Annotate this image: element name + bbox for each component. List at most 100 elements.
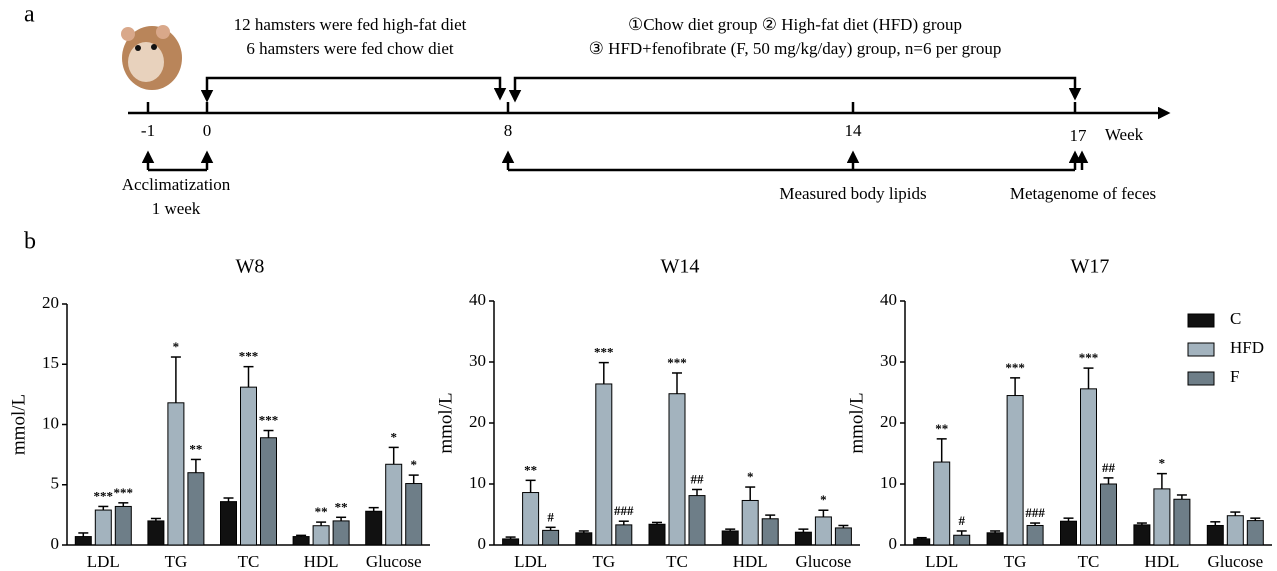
y-tick-label: 0 — [889, 534, 898, 553]
significance: *** — [94, 488, 114, 503]
bar — [386, 464, 402, 545]
bar — [1027, 525, 1043, 545]
bar — [523, 493, 539, 545]
legend-swatch — [1188, 343, 1214, 356]
significance: * — [410, 457, 417, 472]
significance: *** — [594, 345, 614, 360]
significance: * — [747, 469, 754, 484]
bar — [293, 537, 309, 545]
y-tick-label: 30 — [469, 351, 486, 370]
panel-label: b — [24, 229, 36, 255]
bar — [115, 506, 131, 545]
note: 1 week — [152, 199, 201, 218]
bar — [954, 535, 970, 545]
bar — [366, 511, 382, 545]
chart-title: W14 — [661, 256, 700, 278]
bar — [1247, 521, 1263, 545]
significance: * — [1159, 456, 1166, 471]
significance: *** — [114, 485, 134, 500]
significance: ** — [315, 504, 328, 519]
bar — [241, 387, 257, 545]
bar — [762, 519, 778, 545]
bar — [1227, 516, 1243, 545]
bar — [576, 533, 592, 545]
page: {"panel_a":"a","panel_b":"b", "timeline"… — [0, 0, 1277, 571]
y-axis-label: mmol/L — [435, 392, 456, 453]
bar — [221, 502, 237, 545]
x-tick-label: LDL — [514, 552, 547, 571]
panel-label: a — [24, 2, 35, 28]
significance: ** — [524, 462, 537, 477]
x-tick-label: LDL — [925, 552, 958, 571]
bar — [1154, 489, 1170, 545]
legend-label: HFD — [1230, 338, 1264, 357]
legend-swatch — [1188, 372, 1214, 385]
significance: * — [820, 492, 827, 507]
figure: a b 12 hamsters were fed high-fat diet 6… — [0, 0, 1277, 571]
significance: # — [958, 513, 965, 528]
significance: * — [173, 339, 180, 354]
x-tick-label: Glucose — [1207, 552, 1263, 571]
bar — [835, 528, 851, 545]
bar — [934, 462, 950, 545]
significance: ** — [935, 421, 948, 436]
hamster — [121, 25, 182, 90]
week-label: -1 — [141, 121, 155, 140]
bar — [313, 526, 329, 545]
bar — [815, 517, 831, 545]
bar — [148, 521, 164, 545]
significance: ### — [614, 503, 634, 518]
significance: ** — [335, 499, 348, 514]
note: Measured body lipids — [779, 184, 926, 203]
legend-label: C — [1230, 309, 1241, 328]
significance: *** — [259, 413, 279, 428]
bar — [649, 524, 665, 545]
y-axis-label: mmol/L — [846, 392, 867, 453]
bar — [689, 496, 705, 545]
bar — [1081, 389, 1097, 545]
bar — [75, 537, 91, 545]
note: ③ HFD+fenofibrate (F, 50 mg/kg/day) grou… — [589, 39, 1002, 58]
y-tick-label: 30 — [880, 351, 897, 370]
bar — [333, 521, 349, 545]
y-tick-label: 20 — [469, 412, 486, 431]
x-tick-label: TG — [1004, 552, 1027, 571]
y-tick-label: 5 — [51, 474, 60, 493]
y-tick-label: 10 — [42, 413, 59, 432]
bar — [543, 530, 559, 545]
significance: ## — [691, 471, 705, 486]
x-tick-label: TC — [238, 552, 260, 571]
bar — [95, 510, 111, 545]
bar — [722, 531, 738, 545]
y-tick-label: 0 — [478, 534, 487, 553]
significance: ** — [189, 441, 202, 456]
bar — [669, 394, 685, 545]
x-tick-label: TG — [165, 552, 188, 571]
bar — [168, 403, 184, 545]
y-axis-label: mmol/L — [8, 394, 29, 455]
x-tick-label: TG — [592, 552, 615, 571]
week-label: 14 — [845, 121, 863, 140]
bar — [503, 539, 519, 545]
week-label: 8 — [504, 121, 513, 140]
x-tick-label: Glucose — [796, 552, 852, 571]
y-tick-label: 20 — [42, 293, 59, 312]
bar — [914, 539, 930, 545]
x-tick-label: HDL — [304, 552, 339, 571]
note: ①Chow diet group ② High-fat diet (HFD) g… — [628, 15, 962, 34]
bar — [742, 500, 758, 545]
chart-title: W8 — [236, 256, 265, 278]
bar — [1174, 499, 1190, 545]
bar — [616, 525, 632, 545]
bar — [1207, 525, 1223, 545]
significance: # — [547, 509, 554, 524]
legend-label: F — [1230, 367, 1239, 386]
bar — [1007, 396, 1023, 545]
y-tick-label: 15 — [42, 353, 59, 372]
week-label: 17 — [1070, 126, 1088, 145]
chart-title: W17 — [1071, 256, 1110, 278]
note: 6 hamsters were fed chow diet — [246, 39, 454, 58]
bar — [1101, 484, 1117, 545]
x-tick-label: TC — [1078, 552, 1100, 571]
bar — [987, 533, 1003, 545]
